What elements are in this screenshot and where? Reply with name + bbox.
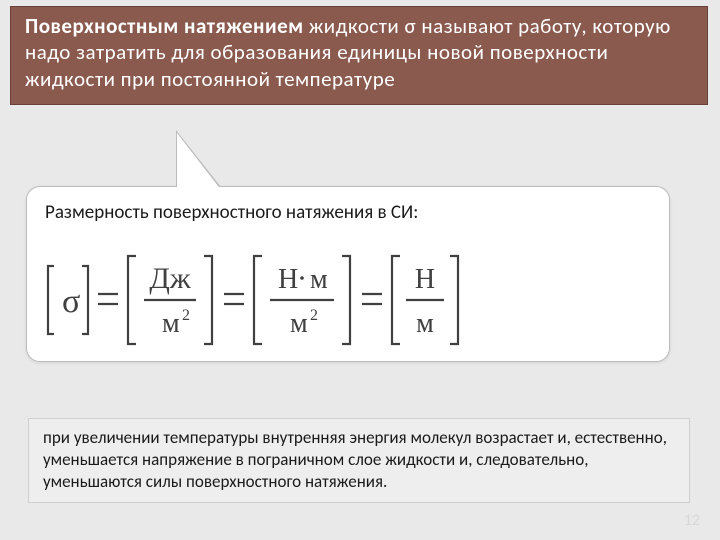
t3-den: м: [416, 308, 434, 339]
definition-box: Поверхностным натяжением жидкости σ назы…: [10, 6, 708, 105]
t2-num-b: м: [310, 264, 328, 295]
definition-bold: Поверхностным натяжением: [25, 13, 304, 39]
bubble-label: Размерность поверхностного натяжения в С…: [45, 201, 651, 224]
sigma-symbol: σ: [62, 283, 80, 320]
note-box: при увеличении температуры внутренняя эн…: [28, 418, 690, 503]
page-number: 12: [684, 511, 700, 530]
note-text: при увеличении температуры внутренняя эн…: [43, 427, 667, 492]
formula-svg: σ Дж м 2 Н м м 2 Н м: [44, 248, 474, 352]
t2-den-exp: 2: [310, 307, 318, 324]
t2-den-base: м: [290, 308, 308, 339]
t3-num: Н: [415, 264, 435, 295]
tail-cover: [150, 187, 270, 199]
t2-num-a: Н: [278, 264, 298, 295]
t1-num: Дж: [149, 262, 190, 295]
t1-den-base: м: [162, 308, 180, 339]
t1-den-exp: 2: [182, 307, 190, 324]
